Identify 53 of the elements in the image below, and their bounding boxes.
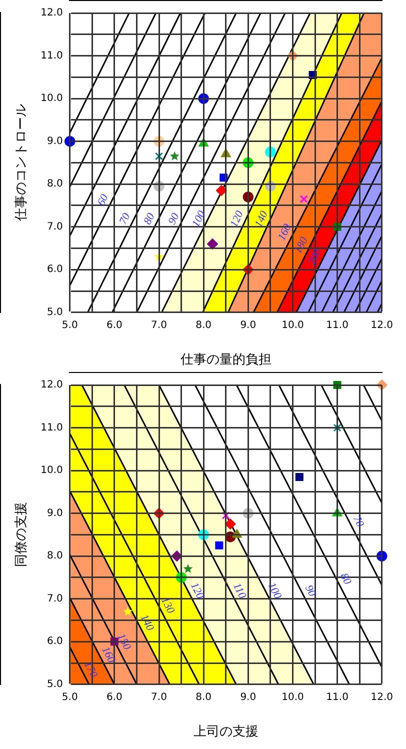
y-tick-label: 10.0 [40, 93, 63, 104]
y-axis-title: 同僚の支援 [14, 502, 30, 568]
text: 160 [276, 222, 294, 242]
text: 120 [228, 208, 246, 230]
text: 100 [265, 580, 284, 602]
y-tick-label: 12.0 [40, 380, 63, 391]
text: 170 [81, 659, 100, 680]
y-tick-label: 10.0 [40, 465, 63, 476]
y-tick-label: 6.0 [46, 636, 63, 648]
text: 140 [252, 208, 271, 230]
x-tick-label: 7.0 [151, 320, 167, 331]
text: 70 [350, 514, 366, 530]
y-tick-label: 7.0 [46, 221, 63, 232]
text: 140 [138, 612, 156, 634]
x-tick-label: 11.0 [326, 692, 348, 703]
y-tick-label: 11.0 [40, 50, 63, 62]
x-axis-title: 上司の支援 [193, 724, 258, 740]
y-tick-label: 6.0 [46, 264, 63, 276]
y-tick-label: 5.0 [46, 306, 63, 318]
y-tick-label: 12.0 [40, 8, 63, 19]
text: 70 [117, 210, 133, 227]
text: 80 [142, 210, 158, 227]
y-tick-label: 5.0 [46, 678, 63, 690]
x-tick-label: 6.0 [106, 320, 122, 331]
y-tick-label: 11.0 [40, 422, 63, 434]
y-axis-title: 仕事のコントロール [14, 104, 30, 222]
x-tick-label: 11.0 [326, 320, 348, 331]
x-tick-label: 9.0 [240, 692, 256, 703]
text: 90 [302, 583, 318, 599]
y-tick-label: 8.0 [46, 178, 63, 190]
x-tick-label: 6.0 [106, 692, 122, 703]
y-tick-label: 9.0 [46, 136, 63, 147]
x-tick-label: 10.0 [282, 692, 304, 703]
y-tick-label: 8.0 [46, 550, 63, 562]
text: 120 [188, 580, 206, 602]
text: 60 [95, 192, 112, 208]
y-tick-label: 9.0 [46, 508, 63, 519]
x-tick-label: 9.0 [240, 320, 256, 331]
x-tick-label: 12.0 [370, 320, 393, 331]
x-axis-title: 仕事の量的負担 [179, 352, 272, 368]
x-tick-label: 5.0 [62, 692, 78, 703]
text: 130 [158, 595, 177, 616]
x-tick-label: 5.0 [62, 320, 78, 331]
x-tick-label: 8.0 [196, 320, 212, 331]
text: 80 [338, 571, 354, 587]
text: 90 [166, 210, 182, 227]
x-tick-label: 8.0 [196, 692, 212, 703]
text: 110 [230, 581, 249, 602]
x-tick-label: 10.0 [282, 320, 304, 331]
x-tick-label: 7.0 [151, 692, 167, 703]
x-tick-label: 12.0 [370, 692, 393, 703]
text: 100 [190, 208, 208, 230]
y-tick-label: 7.0 [46, 593, 63, 604]
